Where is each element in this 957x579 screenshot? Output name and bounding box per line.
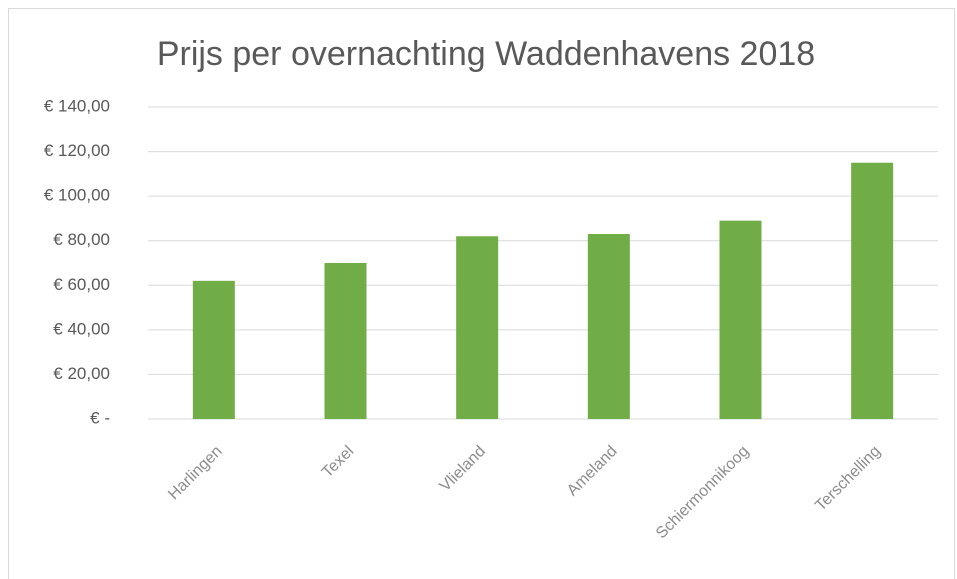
y-tick-label: € 100,00 — [44, 186, 110, 205]
bar — [456, 236, 499, 419]
bar — [587, 234, 630, 419]
y-tick-label: € 20,00 — [53, 364, 110, 383]
bar — [324, 263, 367, 419]
y-tick-label: € 120,00 — [44, 141, 110, 160]
y-tick-label: € - — [90, 408, 110, 427]
chart-title: Prijs per overnachting Waddenhavens 2018 — [157, 35, 815, 73]
bar — [851, 162, 894, 419]
bar — [192, 280, 235, 419]
bar — [719, 220, 762, 419]
y-tick-label: € 80,00 — [53, 230, 110, 249]
y-tick-label: € 40,00 — [53, 319, 110, 338]
y-tick-label: € 140,00 — [44, 96, 110, 115]
y-tick-label: € 60,00 — [53, 275, 110, 294]
